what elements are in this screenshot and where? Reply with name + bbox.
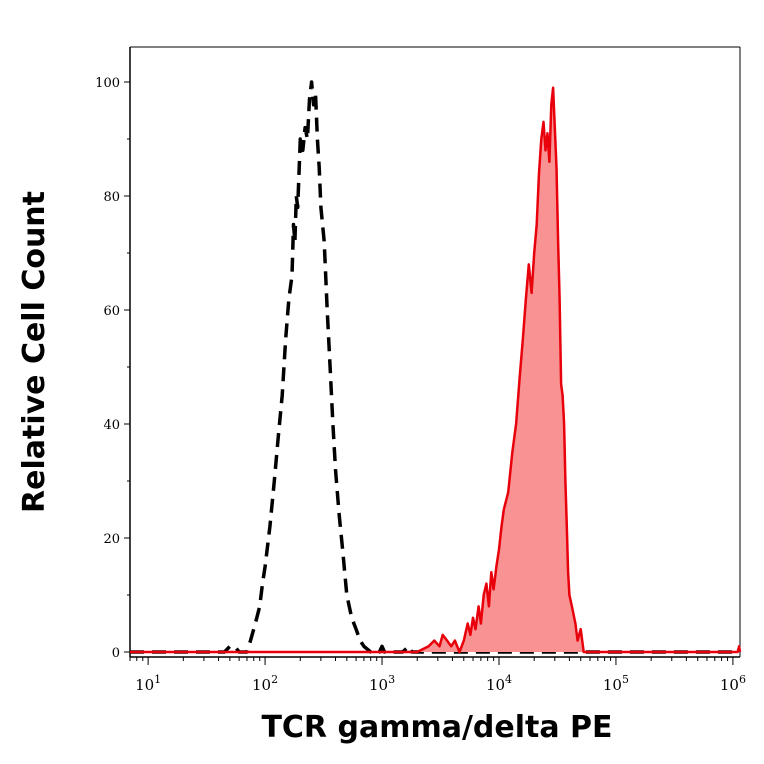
x-tick-label: 102 xyxy=(252,673,278,694)
y-tick-label: 80 xyxy=(103,190,120,205)
series-1-line xyxy=(130,80,740,654)
series-layer xyxy=(130,80,742,654)
x-tick-label: 101 xyxy=(135,673,161,694)
y-tick-label: 40 xyxy=(103,418,120,433)
x-axis-ticks: 101 102 103 104 105 106 xyxy=(129,657,746,694)
y-tick-label: 20 xyxy=(103,532,120,547)
y-tick-label: 100 xyxy=(95,76,120,91)
y-axis-ticks: 0 20 40 60 80 100 xyxy=(95,76,130,661)
y-tick-label: 60 xyxy=(103,304,120,319)
plot-frame xyxy=(129,46,741,658)
x-tick-label: 106 xyxy=(720,673,746,694)
series-2-line xyxy=(130,86,742,654)
x-axis-title: TCR gamma/delta PE xyxy=(261,710,612,745)
y-axis-title: Relative Cell Count xyxy=(17,191,52,513)
x-tick-label: 105 xyxy=(603,673,629,694)
series-2-fill-area xyxy=(130,87,740,652)
y-tick-label: 0 xyxy=(112,646,120,661)
x-tick-label: 103 xyxy=(369,673,395,694)
x-tick-label: 104 xyxy=(486,673,512,694)
